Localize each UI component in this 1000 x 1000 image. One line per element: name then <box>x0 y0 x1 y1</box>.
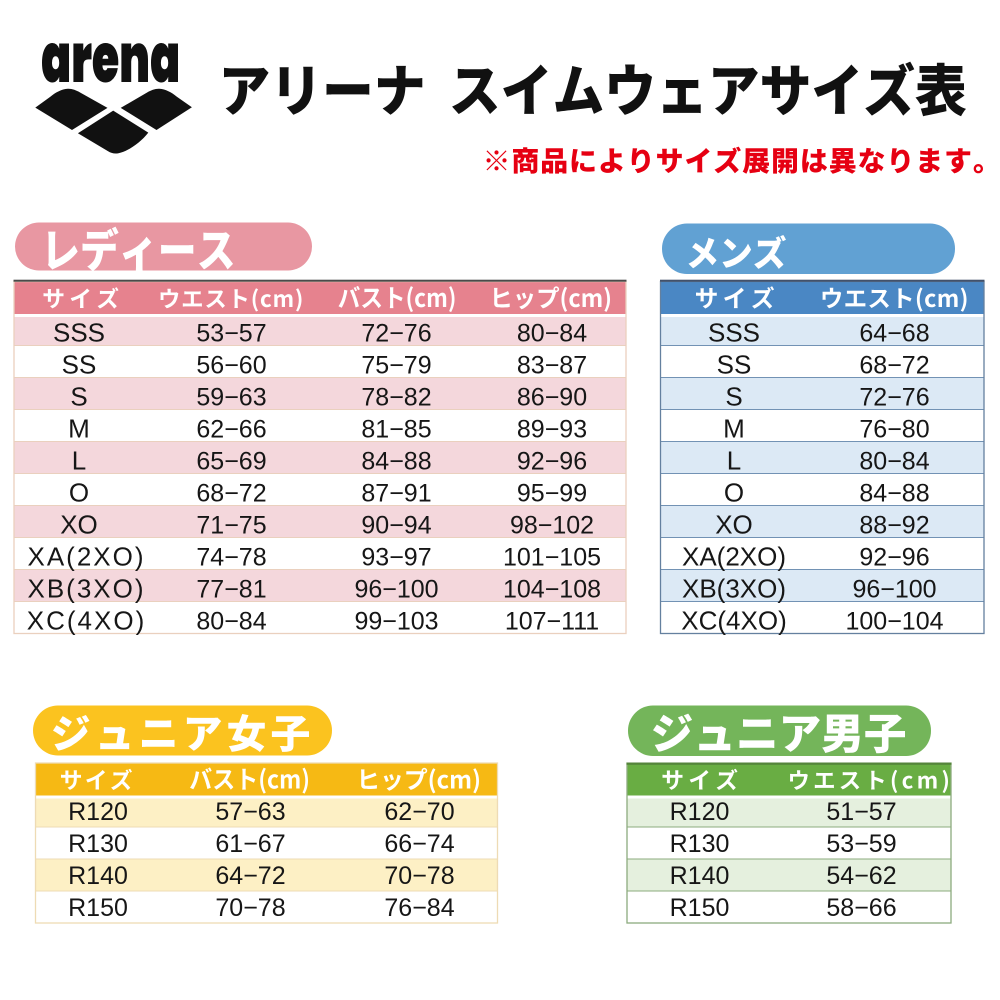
svg-text:S: S <box>725 382 742 412</box>
svg-text:66−74: 66−74 <box>384 830 454 858</box>
svg-text:58−66: 58−66 <box>826 894 896 922</box>
svg-text:R120: R120 <box>68 798 128 826</box>
svg-text:64−72: 64−72 <box>215 862 285 890</box>
svg-text:61−67: 61−67 <box>215 830 285 858</box>
svg-text:74−78: 74−78 <box>196 544 266 572</box>
svg-text:53−59: 53−59 <box>826 830 896 858</box>
svg-text:101−105: 101−105 <box>503 544 601 572</box>
svg-text:68−72: 68−72 <box>859 352 929 380</box>
svg-text:M: M <box>68 414 90 444</box>
svg-text:92−96: 92−96 <box>517 448 587 476</box>
svg-text:87−91: 87−91 <box>361 480 431 508</box>
svg-text:77−81: 77−81 <box>196 576 266 604</box>
svg-text:72−76: 72−76 <box>859 384 929 412</box>
svg-text:XA(2XO): XA(2XO) <box>682 542 786 572</box>
svg-text:XO: XO <box>715 510 753 540</box>
svg-text:R150: R150 <box>670 894 730 922</box>
svg-text:SS: SS <box>717 350 752 380</box>
svg-text:95−99: 95−99 <box>517 480 587 508</box>
svg-text:78−82: 78−82 <box>361 384 431 412</box>
svg-text:XB(3XO): XB(3XO) <box>682 574 786 604</box>
svg-text:68−72: 68−72 <box>196 480 266 508</box>
svg-text:R140: R140 <box>670 862 730 890</box>
svg-text:L: L <box>72 446 86 476</box>
svg-text:62−66: 62−66 <box>196 416 266 444</box>
svg-text:107−111: 107−111 <box>505 608 599 636</box>
svg-text:59−63: 59−63 <box>196 384 266 412</box>
svg-text:70−78: 70−78 <box>384 862 454 890</box>
svg-text:XC(4XO): XC(4XO) <box>27 606 146 636</box>
svg-text:53−57: 53−57 <box>196 320 266 348</box>
svg-text:80−84: 80−84 <box>196 608 266 636</box>
svg-text:88−92: 88−92 <box>859 512 929 540</box>
svg-text:XB(3XO): XB(3XO) <box>27 574 145 604</box>
svg-text:70−78: 70−78 <box>215 894 285 922</box>
svg-text:XA(2XO): XA(2XO) <box>27 542 145 572</box>
svg-text:SSS: SSS <box>53 318 105 348</box>
svg-text:100−104: 100−104 <box>845 608 943 636</box>
svg-text:98−102: 98−102 <box>510 512 594 540</box>
svg-text:84−88: 84−88 <box>361 448 431 476</box>
svg-text:51−57: 51−57 <box>826 798 896 826</box>
svg-text:O: O <box>69 478 89 508</box>
svg-text:96−100: 96−100 <box>354 576 438 604</box>
svg-text:L: L <box>727 446 741 476</box>
svg-text:M: M <box>723 414 745 444</box>
svg-text:64−68: 64−68 <box>859 320 929 348</box>
svg-text:76−80: 76−80 <box>859 416 929 444</box>
svg-text:O: O <box>724 478 744 508</box>
svg-text:65−69: 65−69 <box>196 448 266 476</box>
svg-text:96−100: 96−100 <box>852 576 936 604</box>
svg-text:57−63: 57−63 <box>215 798 285 826</box>
svg-text:81−85: 81−85 <box>361 416 431 444</box>
svg-text:80−84: 80−84 <box>517 320 587 348</box>
svg-text:XO: XO <box>60 510 98 540</box>
svg-text:SS: SS <box>62 350 97 380</box>
svg-text:72−76: 72−76 <box>361 320 431 348</box>
svg-text:75−79: 75−79 <box>361 352 431 380</box>
svg-text:XC(4XO): XC(4XO) <box>681 606 786 636</box>
svg-text:93−97: 93−97 <box>361 544 431 572</box>
svg-text:84−88: 84−88 <box>859 480 929 508</box>
svg-text:SSS: SSS <box>708 318 760 348</box>
svg-text:R150: R150 <box>68 894 128 922</box>
svg-text:90−94: 90−94 <box>361 512 431 540</box>
svg-text:80−84: 80−84 <box>859 448 929 476</box>
svg-text:86−90: 86−90 <box>517 384 587 412</box>
svg-text:56−60: 56−60 <box>196 352 266 380</box>
svg-text:99−103: 99−103 <box>354 608 438 636</box>
svg-text:54−62: 54−62 <box>826 862 896 890</box>
svg-text:S: S <box>70 382 87 412</box>
svg-text:62−70: 62−70 <box>384 798 454 826</box>
svg-text:71−75: 71−75 <box>196 512 266 540</box>
svg-text:76−84: 76−84 <box>384 894 454 922</box>
svg-text:83−87: 83−87 <box>517 352 587 380</box>
svg-text:R130: R130 <box>68 830 128 858</box>
svg-text:104−108: 104−108 <box>503 576 601 604</box>
svg-text:92−96: 92−96 <box>859 544 929 572</box>
svg-text:R130: R130 <box>670 830 730 858</box>
svg-text:89−93: 89−93 <box>517 416 587 444</box>
svg-text:R120: R120 <box>670 798 730 826</box>
svg-text:R140: R140 <box>68 862 128 890</box>
